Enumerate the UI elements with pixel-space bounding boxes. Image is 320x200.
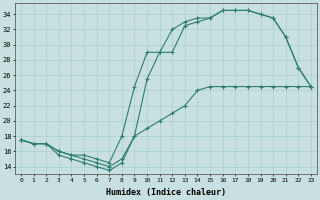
X-axis label: Humidex (Indice chaleur): Humidex (Indice chaleur): [106, 188, 226, 197]
